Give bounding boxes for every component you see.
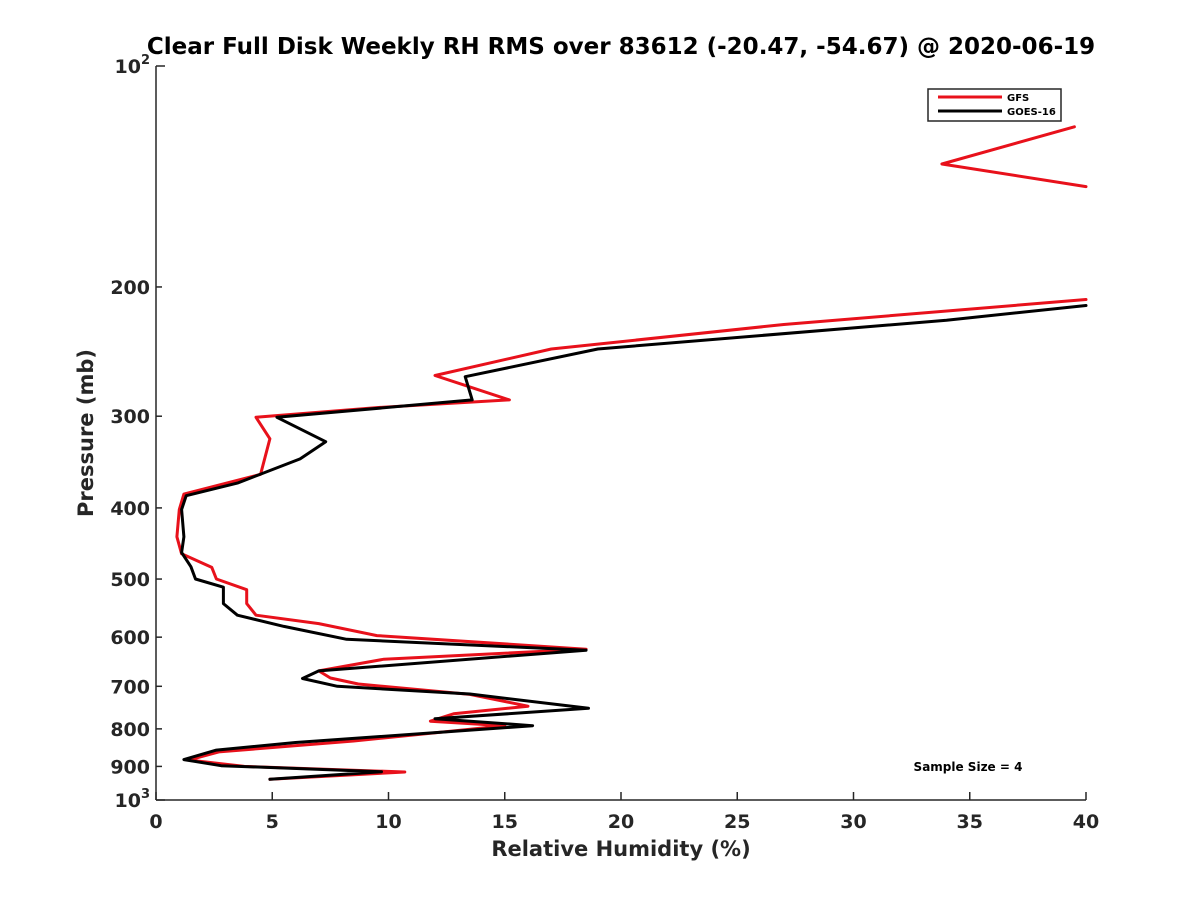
y-tick-label-base: 200 [110,277,150,299]
x-tick-label: 0 [149,811,162,833]
y-tick-label: 500 [110,569,150,591]
x-tick-label: 15 [492,811,518,833]
y-tick-label-base: 700 [110,676,150,698]
y-tick-label-base: 900 [110,756,150,778]
y-tick-label: 102 [115,53,151,78]
plot-lines [175,125,1088,781]
sample-size-annotation: Sample Size = 4 [914,760,1023,774]
series-line-gfs-segment-1 [940,125,1088,189]
y-tick-label-exponent: 3 [141,787,150,802]
y-axis-label: Pressure (mb) [74,349,98,517]
x-tick-label: 5 [266,811,279,833]
legend-label-goes-16: GOES-16 [1007,107,1056,118]
x-tick-label: 20 [608,811,634,833]
x-tick-label: 35 [957,811,983,833]
y-tick-label: 800 [110,719,150,741]
y-tick-label: 900 [110,756,150,778]
y-tick-label: 400 [110,498,150,520]
x-tick-label: 40 [1073,811,1099,833]
y-tick-label: 103 [115,787,151,812]
y-tick-label-base: 800 [110,719,150,741]
y-tick-label: 200 [110,277,150,299]
x-tick-label: 30 [840,811,866,833]
y-tick-label-base: 500 [110,569,150,591]
y-tick-label-base: 400 [110,498,150,520]
y-tick-label-base: 300 [110,406,150,428]
legend: GFS GOES-16 [927,88,1062,122]
y-tick-label-base: 600 [110,627,150,649]
y-tick-label-base: 10 [115,790,141,812]
x-tick-label: 25 [724,811,750,833]
x-ticks: 0 5 10 15 20 25 30 35 40 [149,792,1099,833]
x-tick-label: 10 [375,811,401,833]
legend-label-gfs: GFS [1007,93,1029,104]
legend-box [927,88,1062,122]
y-tick-label: 700 [110,676,150,698]
y-tick-label-exponent: 2 [141,53,150,68]
x-axis-label: Relative Humidity (%) [491,837,750,861]
series-line-goes-16-segment-1 [180,304,1088,781]
y-tick-label: 300 [110,406,150,428]
y-tick-label-base: 10 [115,56,141,78]
chart-title: Clear Full Disk Weekly RH RMS over 83612… [147,34,1095,60]
y-tick-label: 600 [110,627,150,649]
